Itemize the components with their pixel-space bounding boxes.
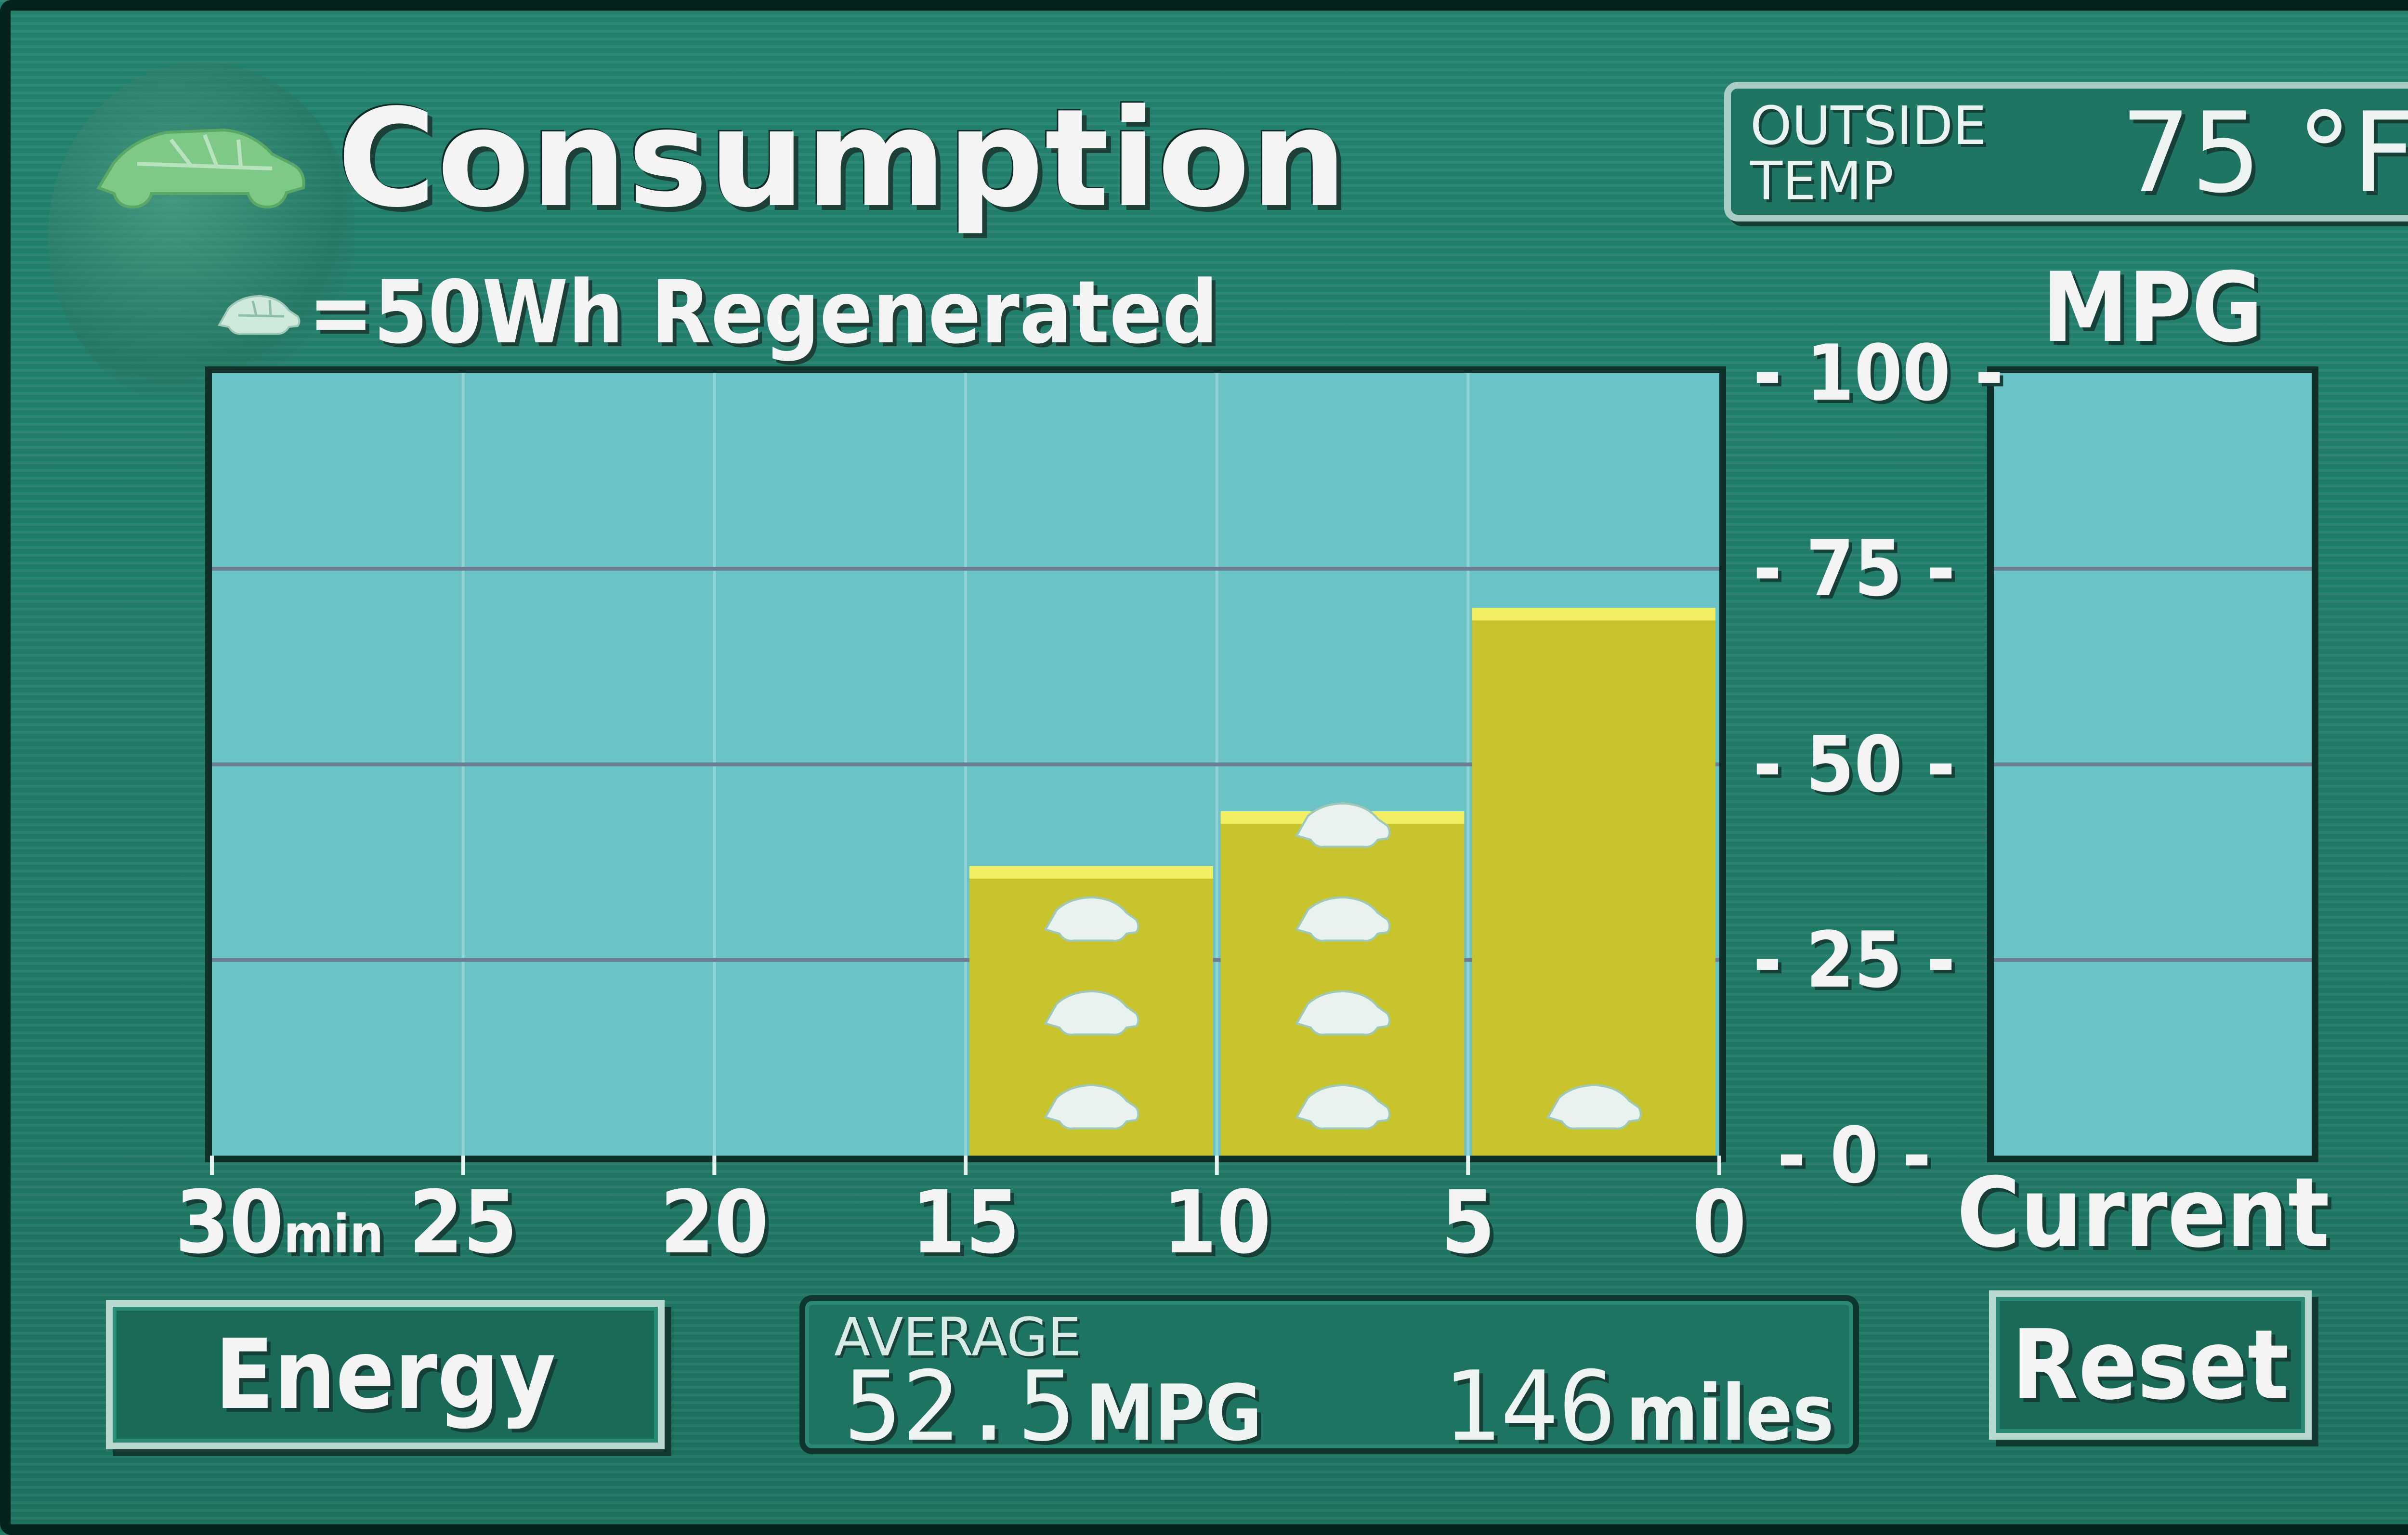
regen-car-icon [1044, 1084, 1139, 1130]
outside-temp-label: OUTSIDE TEMP [1750, 95, 1987, 212]
regen-legend: =50Wh Regenerated [212, 265, 1218, 361]
average-mpg: 52.5 MPG [844, 1359, 1262, 1455]
y-tick-label: - 0 - [1777, 1110, 1931, 1200]
bar-top-0 [969, 866, 1213, 879]
x-tick-label: 25 [409, 1180, 517, 1266]
y-tick-label: - 100 - [1753, 328, 2004, 418]
x-tick-value: 15 [911, 1172, 1020, 1273]
y-tick-label: - 75 - [1753, 523, 1955, 614]
leaf-car-icon [96, 128, 305, 209]
regen-car-icon [1295, 802, 1391, 848]
average-label: AVERAGE [834, 1306, 1081, 1368]
x-tick-label: 15 [911, 1180, 1020, 1266]
outside-temp-box: OUTSIDE TEMP 75 °F [1724, 82, 2408, 221]
mpg-axis-label: MPG [2042, 252, 2263, 364]
reset-button[interactable]: Reset [1989, 1290, 2312, 1440]
regen-car-shape [1295, 896, 1391, 942]
regen-car-shape [1044, 990, 1139, 1036]
regen-car-shape [1295, 802, 1391, 848]
current-label: Current [1957, 1157, 2329, 1269]
regen-car-icon [1546, 1084, 1642, 1130]
average-miles-value: 146 [1442, 1351, 1617, 1463]
energy-button[interactable]: Energy [106, 1300, 665, 1449]
y-tick-label: - 50 - [1753, 719, 1955, 809]
bar-top-2 [1472, 608, 1715, 621]
x-tick-value: 0 [1692, 1172, 1747, 1273]
x-tick-label: 20 [660, 1180, 769, 1266]
x-tick-value: 30 [175, 1172, 284, 1273]
x-tick-value: 20 [660, 1172, 769, 1273]
regen-car-shape [1546, 1084, 1642, 1130]
average-mpg-value: 52.5 [844, 1351, 1076, 1463]
globe-graphic [48, 63, 356, 409]
average-box: AVERAGE 52.5 MPG 146 miles [799, 1295, 1859, 1455]
regen-car-icon [1295, 990, 1391, 1036]
regen-car-icon [217, 295, 301, 335]
average-miles: 146 miles [1442, 1359, 1834, 1455]
regen-car-icon [1044, 990, 1139, 1036]
x-tick-label: 0 [1692, 1180, 1747, 1266]
outside-temp-value: 75 °F [2120, 89, 2408, 218]
regen-car-shape [1044, 1084, 1139, 1130]
regen-car-shape [1295, 1084, 1391, 1130]
x-tick-label: 30min [175, 1180, 384, 1266]
y-tick-label: - 25 - [1753, 914, 1955, 1005]
x-tick-label: 5 [1441, 1180, 1495, 1266]
average-miles-unit: miles [1626, 1368, 1834, 1458]
bar-2 [1472, 608, 1715, 1156]
x-tick-label: 10 [1163, 1180, 1271, 1266]
regen-car-shape [1295, 990, 1391, 1036]
regen-car-icon [1044, 896, 1139, 942]
page-title: Consumption [337, 80, 1348, 237]
x-tick-value: 5 [1440, 1172, 1495, 1273]
x-tick-value: 10 [1162, 1172, 1271, 1273]
legend-label: =50Wh Regenerated [308, 262, 1218, 363]
regen-car-icon [1295, 896, 1391, 942]
x-tick-unit: min [283, 1203, 384, 1265]
average-mpg-unit: MPG [1085, 1368, 1262, 1458]
x-tick-value: 25 [408, 1172, 518, 1273]
regen-car-icon [1295, 1084, 1391, 1130]
regen-car-shape [1044, 896, 1139, 942]
